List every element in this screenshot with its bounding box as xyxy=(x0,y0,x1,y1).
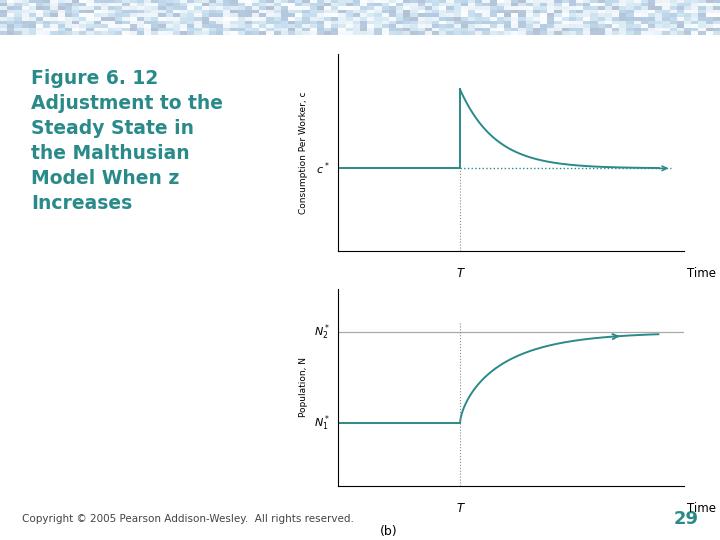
Text: (a): (a) xyxy=(380,291,397,303)
Text: (b): (b) xyxy=(380,525,397,538)
Text: Time: Time xyxy=(688,267,716,280)
Text: Population, N: Population, N xyxy=(300,357,308,417)
Text: $c^*$: $c^*$ xyxy=(316,160,330,177)
Text: Copyright © 2005 Pearson Addison-Wesley.  All rights reserved.: Copyright © 2005 Pearson Addison-Wesley.… xyxy=(22,514,354,524)
Text: Figure 6. 12
Adjustment to the
Steady State in
the Malthusian
Model When z
Incre: Figure 6. 12 Adjustment to the Steady St… xyxy=(31,69,223,213)
Text: 29: 29 xyxy=(673,510,698,528)
Text: $N_2^*$: $N_2^*$ xyxy=(313,322,330,342)
Text: T: T xyxy=(456,267,464,280)
Text: T: T xyxy=(456,502,464,515)
Text: $N_1^*$: $N_1^*$ xyxy=(313,413,330,433)
Text: Consumption Per Worker, c: Consumption Per Worker, c xyxy=(300,91,308,214)
Text: Time: Time xyxy=(688,502,716,515)
